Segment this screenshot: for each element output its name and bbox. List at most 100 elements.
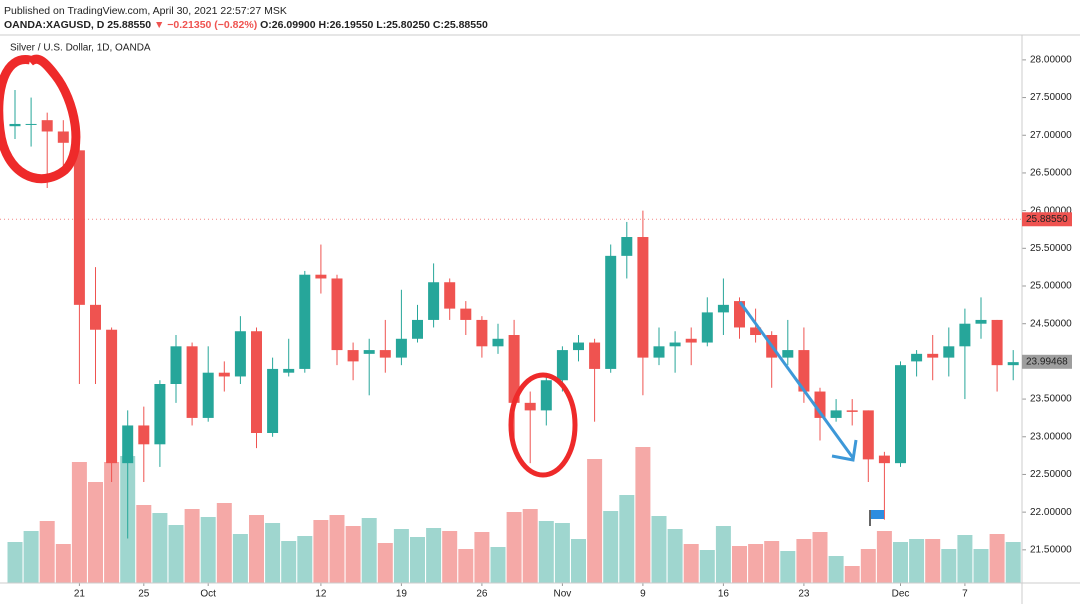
candle-body <box>589 342 601 369</box>
volume-bar <box>925 539 941 583</box>
candle-body <box>943 346 955 358</box>
volume-bar <box>297 536 313 583</box>
candle-body <box>605 255 617 369</box>
volume-bar <box>732 546 747 583</box>
volume-bar <box>699 550 715 583</box>
volume-bar <box>361 518 377 583</box>
volume-bar <box>571 539 586 583</box>
candle-body <box>106 329 118 464</box>
volume-bar <box>23 531 39 583</box>
candle-body <box>283 368 295 373</box>
candle-body <box>299 274 311 369</box>
candle-body <box>975 319 987 324</box>
volume-bar <box>973 549 989 583</box>
volume-bar <box>458 549 474 583</box>
candle-body <box>669 342 681 347</box>
volume-bar <box>619 495 635 583</box>
arrow-line <box>738 301 855 459</box>
x-tick-label: 16 <box>718 589 730 600</box>
red-circle <box>508 372 578 478</box>
volume-bar <box>989 534 1005 583</box>
volume-bar <box>667 529 683 583</box>
y-tick-label: 21.50000 <box>1030 544 1072 555</box>
candle-body <box>347 350 359 362</box>
volume-bar <box>39 521 55 583</box>
volume-bar <box>393 529 409 583</box>
volume-bar <box>603 511 619 583</box>
candle-body <box>363 350 375 354</box>
symbol-line: OANDA:XAGUSD, D 25.88550 ▼ −0.21350 (−0.… <box>4 19 488 31</box>
volume-bar <box>635 447 651 583</box>
candle-body <box>846 410 858 412</box>
candle-body <box>90 304 101 330</box>
candle-body <box>267 368 279 433</box>
candle-body <box>685 338 697 343</box>
volume-bar <box>216 503 232 583</box>
volume-bar <box>893 542 908 583</box>
volume-bar <box>313 520 329 583</box>
volume-bar <box>844 566 860 583</box>
candle-body <box>750 327 762 336</box>
volume-bar <box>812 532 828 583</box>
volume-bar <box>538 521 554 583</box>
y-tick-label: 22.00000 <box>1030 507 1072 518</box>
marker-price-label: 23.99468 <box>1026 356 1068 367</box>
arrow-head <box>831 439 858 462</box>
candle-body <box>1007 362 1019 366</box>
y-tick-label: 27.50000 <box>1030 92 1072 103</box>
candle-body <box>556 350 568 381</box>
red-circle <box>0 54 81 184</box>
y-tick-label: 24.50000 <box>1030 318 1072 329</box>
candle-body <box>621 237 633 256</box>
candle-body <box>444 282 456 309</box>
candle-body <box>460 308 472 320</box>
candle-body <box>9 123 21 127</box>
flag <box>871 510 884 519</box>
candle-body <box>73 150 85 305</box>
volume-bar <box>796 539 812 583</box>
volume-bar <box>683 544 699 583</box>
candle-body <box>573 342 584 351</box>
candle-body <box>122 425 134 464</box>
published-line: Published on TradingView.com, April 30, … <box>4 5 287 17</box>
candle-body <box>734 301 745 328</box>
plot-area <box>0 59 1026 586</box>
volume-bar <box>71 462 87 583</box>
volume-bar <box>490 547 506 583</box>
candle-body <box>492 338 504 347</box>
volume-bar <box>168 525 184 583</box>
candle-body <box>814 391 826 418</box>
y-tick-label: 27.00000 <box>1030 130 1072 141</box>
candle-body <box>218 372 230 377</box>
volume-bar <box>522 509 538 583</box>
candle-body <box>637 237 649 358</box>
candle-body <box>798 350 810 392</box>
candle-body <box>540 380 552 411</box>
volume-bar <box>780 551 796 583</box>
volume-bar <box>764 541 780 583</box>
candle-body <box>395 338 407 358</box>
volume-bar <box>104 462 120 583</box>
volume-bar <box>55 544 71 583</box>
candle-body <box>251 331 262 433</box>
volume-bar <box>345 526 361 583</box>
volume-bar <box>554 523 570 583</box>
y-tick-label: 25.00000 <box>1030 281 1072 292</box>
y-tick-label: 26.50000 <box>1030 168 1072 179</box>
candle-body <box>41 120 53 132</box>
candle-body <box>170 346 182 385</box>
volume-bar <box>200 517 216 583</box>
x-tick-label: 12 <box>315 589 327 600</box>
candle-body <box>508 335 520 403</box>
y-tick-label: 22.50000 <box>1030 469 1072 480</box>
annotations <box>0 54 884 526</box>
y-tick-label: 23.00000 <box>1030 431 1072 442</box>
volume-bar <box>249 515 264 583</box>
candle-body <box>202 372 214 418</box>
candle-body <box>959 323 971 347</box>
candle-body <box>701 312 713 343</box>
volume-bar <box>7 542 23 583</box>
volume-bar <box>828 556 844 583</box>
volume-bar <box>748 544 764 583</box>
